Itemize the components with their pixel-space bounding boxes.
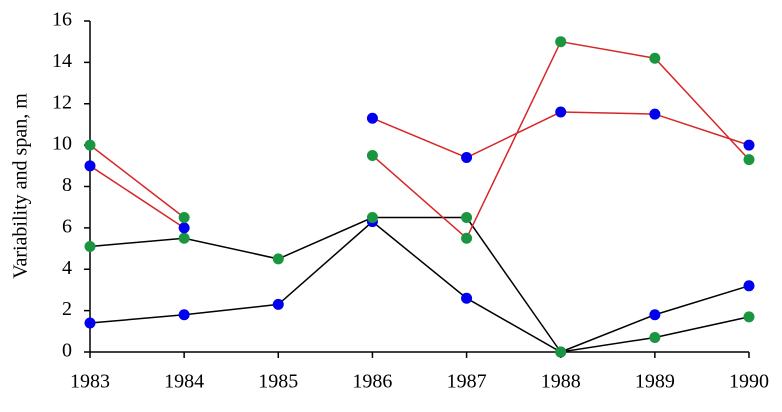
point [649,108,661,120]
point [366,212,378,224]
point [366,112,378,124]
y-tick-label: 2 [62,298,72,320]
point [84,240,96,252]
y-tick-label: 14 [52,50,72,72]
point [178,232,190,244]
y-tick-label: 8 [62,174,72,196]
y-tick-label: 6 [62,215,72,237]
series-line [89,111,750,229]
point [649,309,661,321]
y-tick-label: 4 [62,257,72,279]
point [555,106,567,118]
point [178,309,190,321]
series-line [89,220,750,353]
y-tick-label: 10 [52,133,72,155]
point [178,222,190,234]
point [461,292,473,304]
point [366,149,378,161]
series-line [89,216,750,353]
x-tick-label: 1988 [541,371,581,393]
point [555,36,567,48]
y-tick-label: 12 [52,91,72,113]
point [272,298,284,310]
point [178,212,190,224]
y-tick-label: 0 [62,340,72,362]
y-tick-label: 16 [52,9,72,31]
point [461,232,473,244]
x-tick-label: 1987 [447,371,487,393]
point [84,160,96,172]
x-tick-label: 1984 [164,371,204,393]
x-tick-label: 1989 [635,371,675,393]
point [743,280,755,292]
point [272,253,284,265]
point [743,154,755,166]
point [555,346,567,358]
point [461,152,473,164]
point [649,332,661,344]
point [84,317,96,329]
y-axis-label: Variability and span, m [10,93,32,279]
series-line [89,40,750,240]
x-tick-label: 1983 [70,371,110,393]
point [461,212,473,224]
point [743,139,755,151]
x-tick-label: 1990 [729,371,769,393]
point [649,52,661,64]
point [743,311,755,323]
x-tick-label: 1985 [258,371,298,393]
point [84,139,96,151]
x-tick-label: 1986 [352,371,392,393]
